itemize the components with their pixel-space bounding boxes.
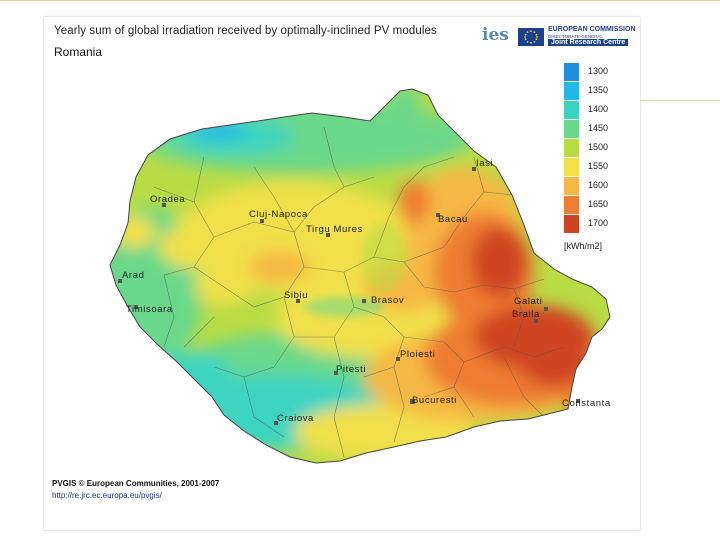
city-label-cluj-napoca: Cluj-Napoca [249,209,308,220]
city-label-brasov: Brasov [371,295,405,306]
city-label-pitesti: Pitesti [336,364,367,375]
city-label-galati: Galati [514,296,543,307]
eu-flag-icon [518,28,544,46]
legend-label: 1450 [588,123,609,133]
legend-unit: [kWh/m2] [564,241,603,251]
city-label-constanta: Constanta [562,398,611,409]
legend-swatch-1700 [564,215,579,233]
map-credit: PVGIS © European Communities, 2001-2007 [52,479,220,488]
legend-label: 1700 [588,218,609,228]
legend-swatch-1650 [564,196,579,214]
county-borders [153,126,565,458]
legend-label: 1400 [588,104,609,114]
legend-label: 1350 [588,85,609,95]
legend-swatch-1300 [564,63,579,81]
org-department: DIRECTORATE-GENERAL [548,34,603,39]
legend-label: 1500 [588,142,609,152]
city-label-ploiesti: Ploiesti [400,349,436,360]
city-label-sibiu: Sibiu [284,290,309,301]
city-label-iasi: Iasi [476,158,494,169]
pvgis-map-figure: Yearly sum of global irradiation receive… [44,17,640,530]
city-label-bucuresti: Bucuresti [412,395,458,406]
legend-swatch-1550 [564,158,579,176]
city-label-arad: Arad [122,270,145,281]
legend-label: 1550 [588,161,609,171]
legend-label: 1650 [588,199,609,209]
org-centre: Joint Research Centre [548,39,629,46]
map-subtitle: Romania [54,45,103,59]
city-label-bacau: Bacau [438,214,468,225]
legend-swatch-1400 [564,101,579,119]
legend-swatch-1450 [564,120,579,138]
logo-area: ies EUROPEAN COMMISSION DIRECTORATE-GENE… [478,23,636,53]
legend-label: 1600 [588,180,609,190]
legend-swatch-1500 [564,139,579,157]
national-border [109,88,611,464]
city-label-timisoara: Timisoara [126,304,173,315]
romania-irradiation-map [109,88,611,464]
city-label-tirgu-mures: Tirgu Mures [306,224,363,235]
map-credit-url: http://re.jrc.ec.europa.eu/pvgis/ [52,491,162,500]
city-label-oradea: Oradea [150,194,186,205]
org-name: EUROPEAN COMMISSION [548,26,636,33]
slide-decoration-line-top [0,0,720,1]
ies-logo: ies [482,25,509,45]
map-title: Yearly sum of global irradiation receive… [54,25,437,37]
city-label-braila: Braila [512,309,540,320]
legend-swatch-1600 [564,177,579,195]
slide-decoration-line-right [640,100,720,101]
legend-swatch-1350 [564,82,579,100]
city-markers [118,167,580,425]
legend-label: 1300 [588,66,609,76]
city-label-craiova: Craiova [277,413,314,424]
